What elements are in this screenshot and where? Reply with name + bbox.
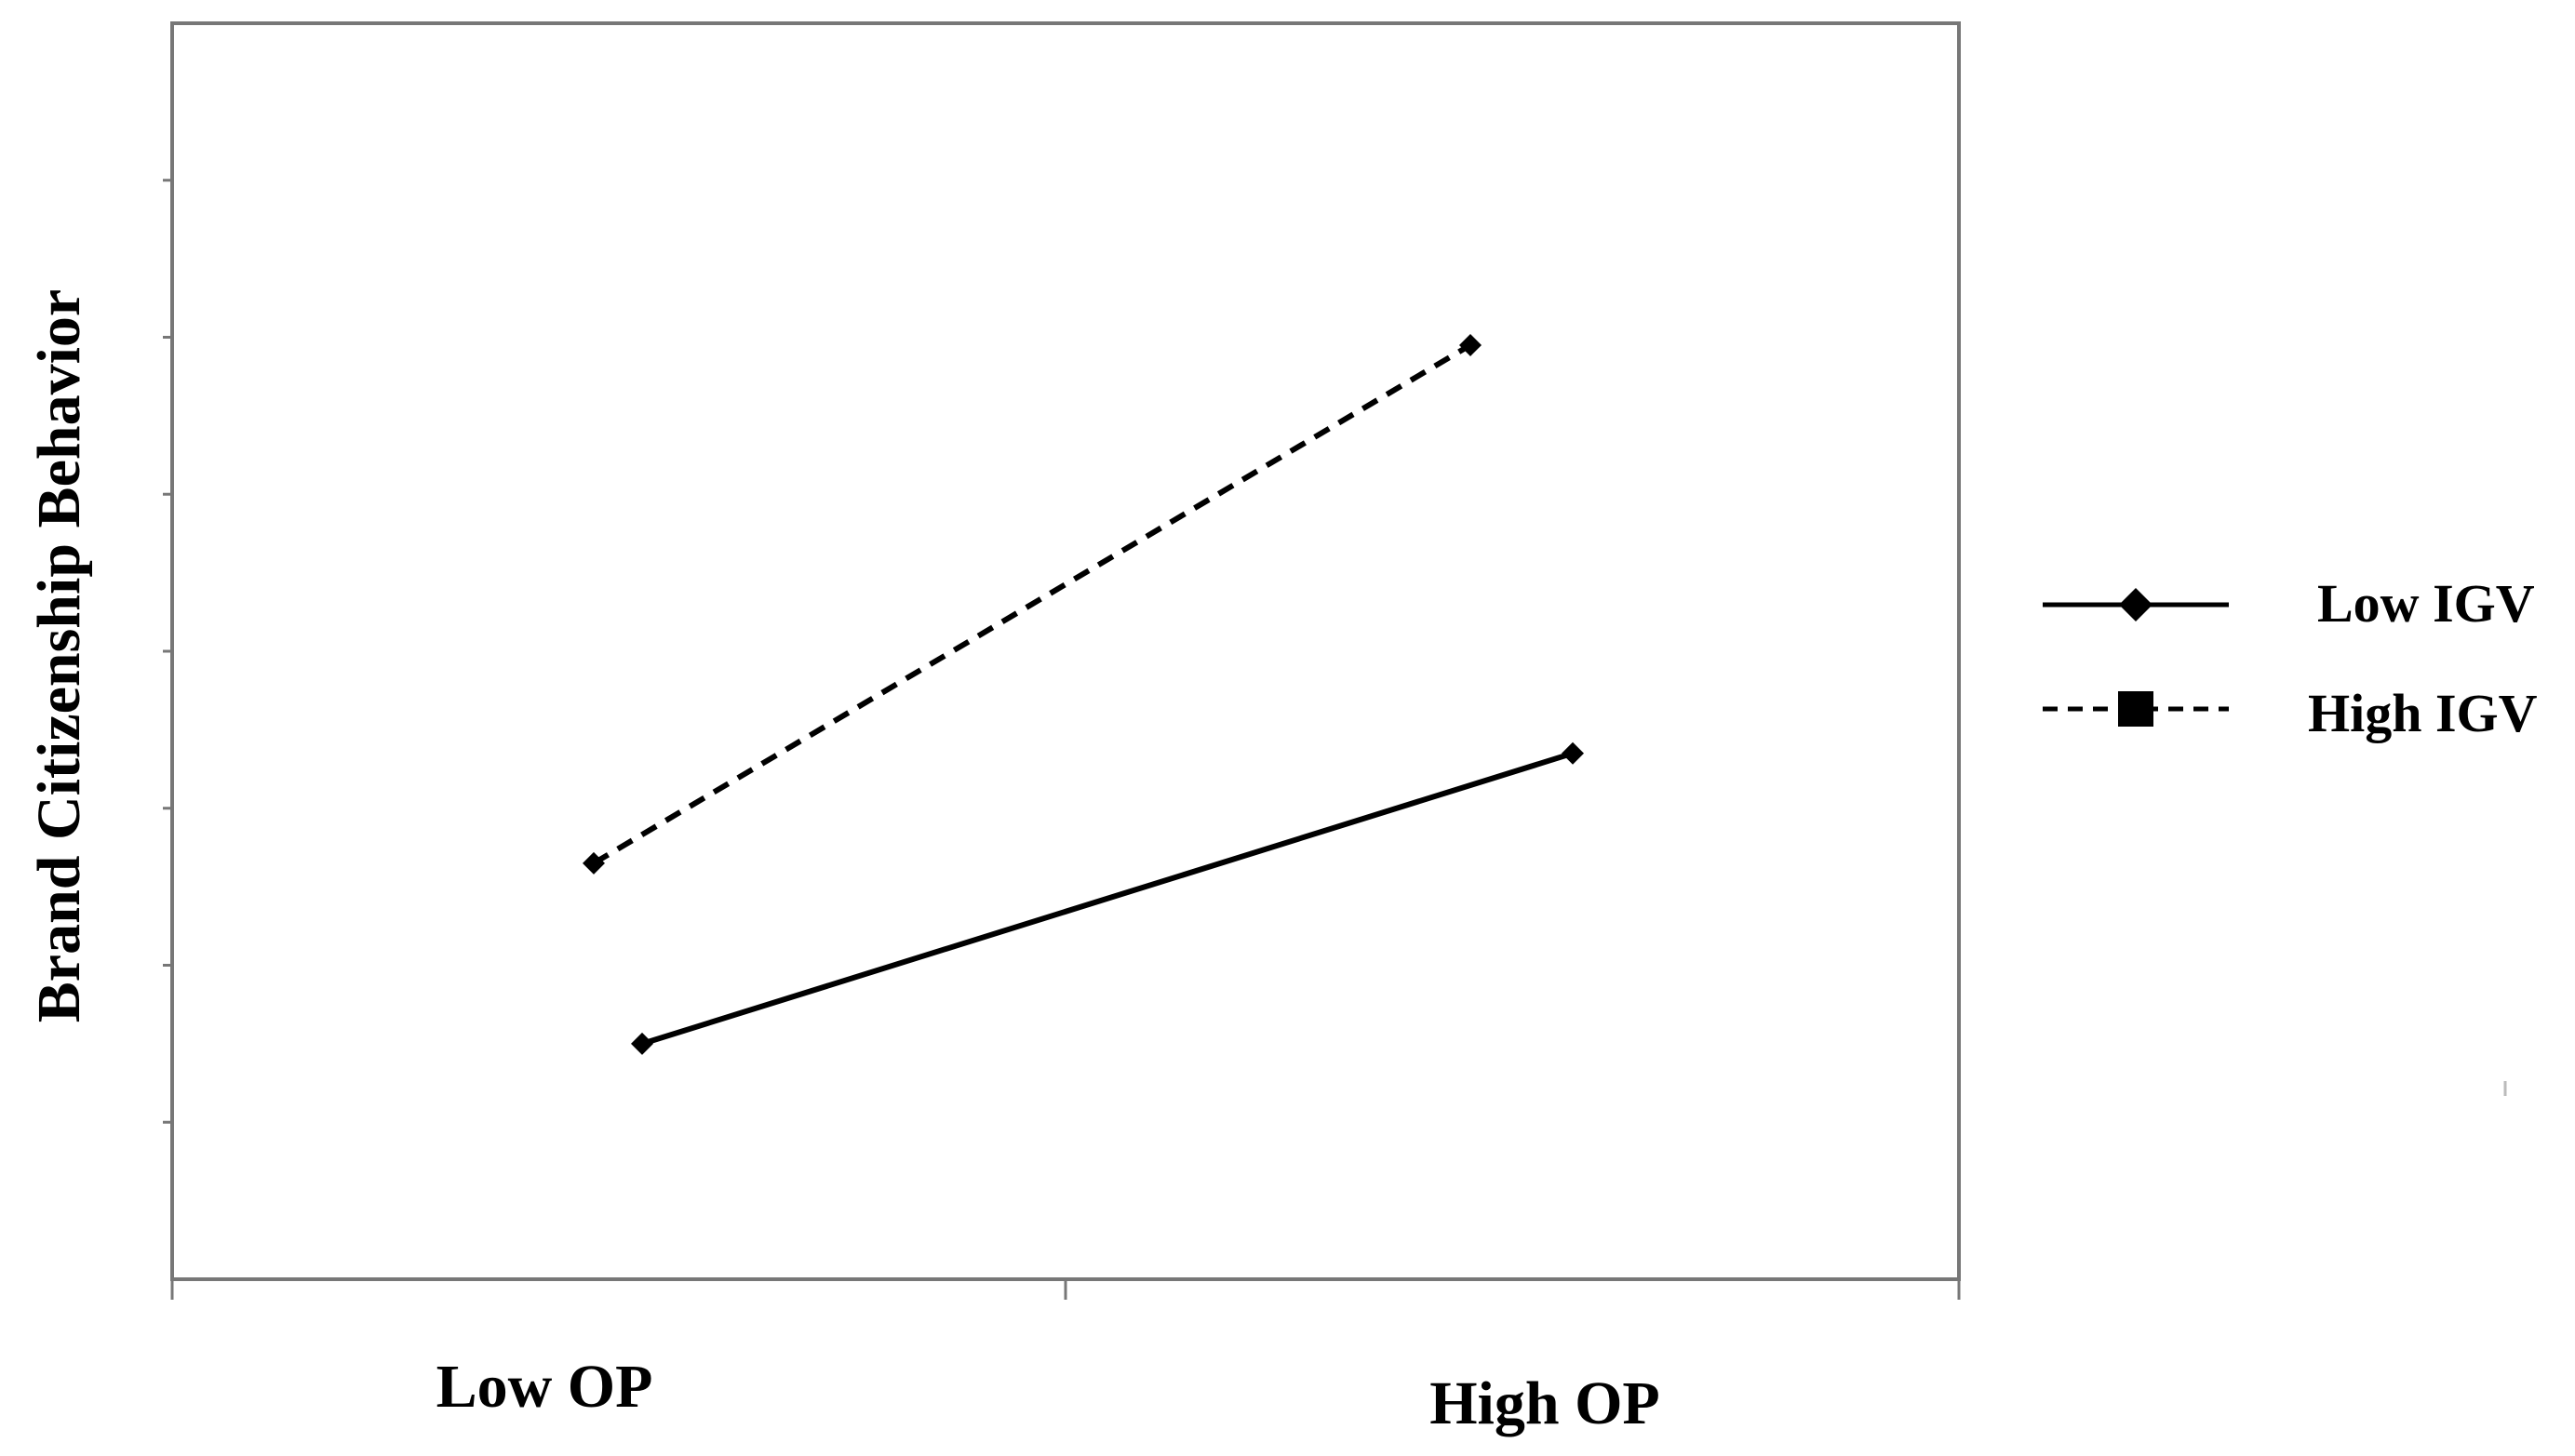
series-line-low-igv bbox=[641, 750, 1574, 1047]
data-point-high-igv-1 bbox=[1459, 333, 1482, 356]
legend-marker-high-igv-square-icon bbox=[2118, 691, 2153, 727]
legend-label-low-igv: Low IGV bbox=[2317, 573, 2535, 634]
x-tick-label-low-op: Low OP bbox=[436, 1353, 653, 1421]
x-axis-ticks bbox=[170, 1279, 1961, 1300]
legend-marker-low-igv-diamond-icon bbox=[2119, 588, 2153, 621]
series-line-high-igv bbox=[592, 342, 1472, 866]
y-axis-label: Brand Citizenship Behavior bbox=[25, 289, 93, 1022]
data-point-low-igv-0 bbox=[631, 1032, 653, 1055]
series-markers bbox=[583, 333, 1584, 1055]
data-point-low-igv-1 bbox=[1562, 741, 1584, 765]
x-tick-label-high-op: High OP bbox=[1429, 1369, 1660, 1437]
legend-label-high-igv: High IGV bbox=[2308, 683, 2538, 743]
data-point-high-igv-0 bbox=[583, 851, 605, 875]
y-axis-ticks bbox=[163, 179, 172, 1124]
series-lines bbox=[592, 342, 1574, 1047]
legend: Low IGV High IGV bbox=[2043, 573, 2538, 743]
plot-area-frame bbox=[170, 21, 1961, 1281]
